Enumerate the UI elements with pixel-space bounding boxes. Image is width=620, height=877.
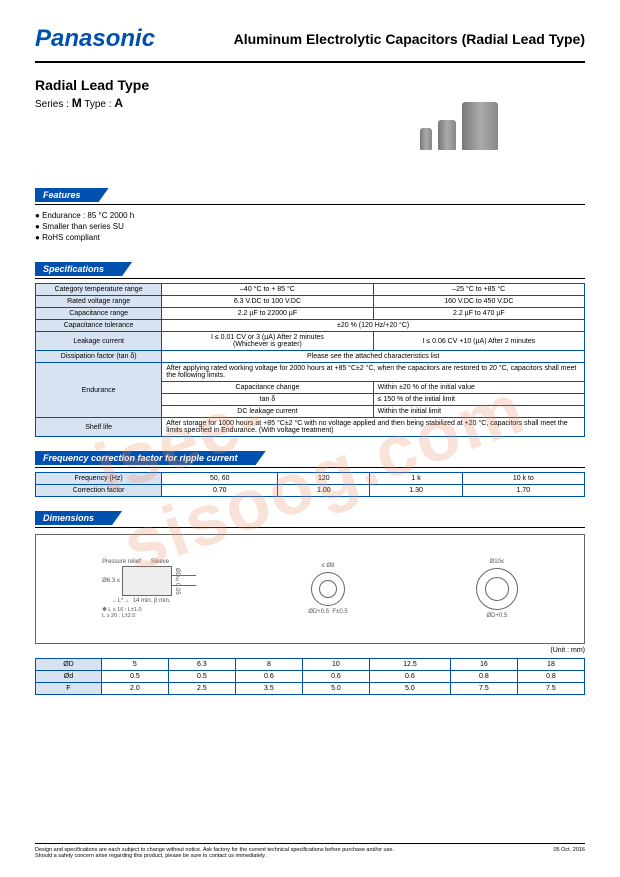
dim-cell: 2.5 <box>168 683 235 695</box>
dim-cell: 2.0 <box>101 683 168 695</box>
spec-value: I ≤ 0.01 CV or 3 (µA) After 2 minutes (W… <box>162 332 373 351</box>
spec-value: 6.3 V.DC to 100 V.DC <box>162 296 373 308</box>
spec-value: After storage for 1000 hours at +85 °C±2… <box>162 418 585 437</box>
freq-cell: 120 <box>278 473 370 485</box>
drawing-label: β min. <box>154 598 170 604</box>
product-image <box>420 90 570 150</box>
spec-label: Capacitance range <box>36 308 162 320</box>
spec-sublabel: Capacitance change <box>162 382 373 394</box>
feature-item: Smaller than series SU <box>35 222 585 231</box>
dim-cell: 0.8 <box>517 671 584 683</box>
spec-label: Category temperature range <box>36 284 162 296</box>
dim-cell: 0.5 <box>101 671 168 683</box>
freq-label: Frequency (Hz) <box>36 473 162 485</box>
spec-value: 2.2 µF to 22000 µF <box>162 308 373 320</box>
drawing-label: ≤ Ø8 <box>308 563 347 569</box>
series-value: M <box>72 96 82 110</box>
spec-value: Please see the attached characteristics … <box>162 351 585 363</box>
dim-cell: 8 <box>235 659 302 671</box>
drawing-label: Sleeve <box>151 559 169 565</box>
dim-heading: Dimensions <box>35 511 122 525</box>
features-list: Endurance : 85 °C 2000 h Smaller than se… <box>35 211 585 242</box>
dim-cell: 6.3 <box>168 659 235 671</box>
spec-label: Endurance <box>36 363 162 418</box>
freq-label: Correction factor <box>36 485 162 497</box>
feature-item: RoHS compliant <box>35 233 585 242</box>
spec-value: ≤ 150 % of the initial limit <box>373 394 584 406</box>
freq-heading: Frequency correction factor for ripple c… <box>35 451 266 465</box>
footer-disclaimer: Design and specifications are each subje… <box>35 847 394 859</box>
dim-cell: 0.6 <box>369 671 450 683</box>
dim-label: Ød <box>36 671 102 683</box>
doc-title: Aluminum Electrolytic Capacitors (Radial… <box>234 31 585 47</box>
unit-label: (Unit : mm) <box>35 647 585 654</box>
spec-value: –40 °C to + 85 °C <box>162 284 373 296</box>
freq-cell: 0.70 <box>162 485 278 497</box>
footer: Design and specifications are each subje… <box>35 843 585 859</box>
dim-cell: 5.0 <box>369 683 450 695</box>
drawing-label: 14 min. <box>133 598 153 604</box>
dim-cell: 5 <box>101 659 168 671</box>
drawing-label: Ø10≤ <box>476 559 518 565</box>
dim-cell: 18 <box>517 659 584 671</box>
drawing-side: Pressure relief Sleeve Ø6.3 ≤ ØD±0.05 ←L… <box>102 559 180 619</box>
spec-sublabel: DC leakage current <box>162 406 373 418</box>
dim-cell: 0.5 <box>168 671 235 683</box>
freq-cell: 1.00 <box>278 485 370 497</box>
type-value: A <box>114 96 123 110</box>
freq-cell: 50, 60 <box>162 473 278 485</box>
spec-value: I ≤ 0.06 CV +10 (µA) After 2 minutes <box>373 332 584 351</box>
freq-cell: 1.70 <box>462 485 584 497</box>
freq-cell: 10 k to <box>462 473 584 485</box>
dim-cell: 7.5 <box>450 683 517 695</box>
freq-cell: 1.30 <box>370 485 462 497</box>
header: Panasonic Aluminum Electrolytic Capacito… <box>35 25 585 53</box>
drawing-front-small: ≤ Ø8 ØD+0.5 F±0.5 <box>308 563 347 615</box>
spec-value: ±20 % (120 Hz/+20 °C) <box>162 320 585 332</box>
spec-label: Capacitance tolerance <box>36 320 162 332</box>
dim-cell: 16 <box>450 659 517 671</box>
dim-cell: 12.5 <box>369 659 450 671</box>
logo: Panasonic <box>35 25 155 53</box>
dim-label: F <box>36 683 102 695</box>
dim-cell: 0.6 <box>302 671 369 683</box>
features-heading: Features <box>35 188 109 202</box>
dim-cell: 0.6 <box>235 671 302 683</box>
dim-table: ØD 5 6.3 8 10 12.5 16 18 Ød 0.5 0.5 0.6 … <box>35 658 585 695</box>
dim-cell: 3.5 <box>235 683 302 695</box>
series-label: Series : <box>35 99 72 110</box>
spec-value: After applying rated working voltage for… <box>162 363 585 382</box>
dim-cell: 0.8 <box>450 671 517 683</box>
spec-value: Within the initial limit <box>373 406 584 418</box>
drawing-label: Pressure relief <box>102 559 141 565</box>
dim-label: ØD <box>36 659 102 671</box>
drawing-note: L ≥ 20 : L±2.0 <box>102 613 180 619</box>
dim-cell: 5.0 <box>302 683 369 695</box>
specs-heading: Specifications <box>35 262 132 276</box>
spec-value: Within ±20 % of the initial value <box>373 382 584 394</box>
spec-label: Leakage current <box>36 332 162 351</box>
dimensions-drawing: Pressure relief Sleeve Ø6.3 ≤ ØD±0.05 ←L… <box>35 534 585 644</box>
spec-value: 2.2 µF to 470 µF <box>373 308 584 320</box>
type-label: Type : <box>82 99 115 110</box>
footer-date: 05 Oct. 2016 <box>554 847 586 859</box>
spec-label: Dissipation factor (tan δ) <box>36 351 162 363</box>
dim-cell: 10 <box>302 659 369 671</box>
spec-label: Shelf life <box>36 418 162 437</box>
spec-label: Rated voltage range <box>36 296 162 308</box>
spec-value: 160 V.DC to 450 V.DC <box>373 296 584 308</box>
drawing-front-large: Ø10≤ ØD+0.5 <box>476 559 518 619</box>
feature-item: Endurance : 85 °C 2000 h <box>35 211 585 220</box>
freq-table: Frequency (Hz) 50, 60 120 1 k 10 k to Co… <box>35 472 585 497</box>
dim-cell: 7.5 <box>517 683 584 695</box>
freq-cell: 1 k <box>370 473 462 485</box>
spec-sublabel: tan δ <box>162 394 373 406</box>
specs-table: Category temperature range–40 °C to + 85… <box>35 283 585 437</box>
spec-value: –25 °C to +85 °C <box>373 284 584 296</box>
